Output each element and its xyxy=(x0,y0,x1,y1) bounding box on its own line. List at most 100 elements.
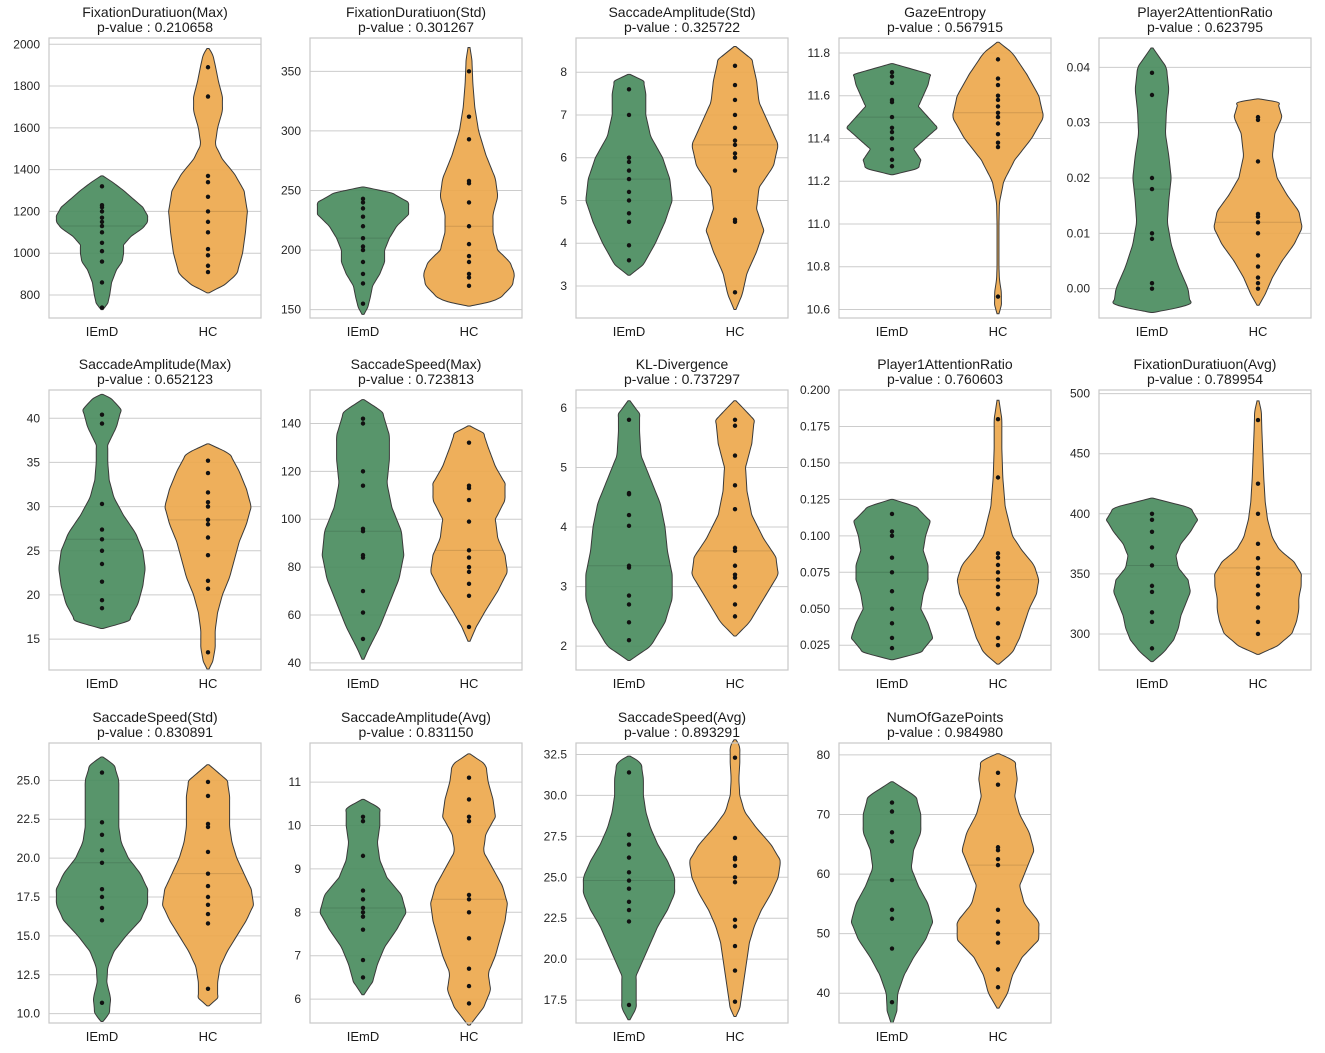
data-point xyxy=(1255,592,1261,597)
data-point xyxy=(360,975,366,980)
data-point xyxy=(732,943,738,949)
data-point xyxy=(995,121,1001,126)
violin-iemd xyxy=(850,781,934,1024)
data-point xyxy=(995,82,1001,88)
category-label: HC xyxy=(989,324,1008,339)
category-label: HC xyxy=(460,676,479,691)
data-point xyxy=(732,572,738,577)
data-point xyxy=(995,770,1001,775)
y-tick-label: 4 xyxy=(560,236,567,250)
data-point xyxy=(360,914,366,919)
data-point xyxy=(360,888,366,893)
data-point xyxy=(1149,286,1155,291)
panel-title: Player2AttentionRatio xyxy=(1137,4,1273,20)
y-tick-label: 70 xyxy=(817,807,831,821)
category-label: IEmD xyxy=(1136,324,1169,339)
data-point xyxy=(99,905,105,911)
data-point xyxy=(732,584,738,589)
data-point xyxy=(466,814,472,819)
panel-9: FixationDuratiuon(Avg)p-value : 0.789954… xyxy=(1070,356,1312,691)
violin-hc xyxy=(430,425,508,642)
data-point xyxy=(466,936,472,941)
y-tick-label: 35 xyxy=(27,455,41,469)
y-tick-label: 15.0 xyxy=(17,929,41,943)
data-point xyxy=(732,614,738,619)
category-label: IEmD xyxy=(876,324,909,339)
y-tick-label: 1200 xyxy=(13,204,40,218)
data-point xyxy=(99,860,105,865)
data-point xyxy=(889,69,895,75)
data-point xyxy=(995,584,1001,590)
y-tick-label: 11.4 xyxy=(808,131,831,145)
data-point xyxy=(732,151,738,156)
panel-title: SaccadeSpeed(Max) xyxy=(351,356,482,372)
p-value-prefix: p-value : xyxy=(624,724,682,740)
p-value-number: 0.325722 xyxy=(682,19,741,35)
data-point xyxy=(360,196,366,202)
data-point xyxy=(732,563,738,568)
panel-title: Player1AttentionRatio xyxy=(877,356,1013,372)
data-point xyxy=(99,561,105,567)
data-point xyxy=(466,966,472,971)
data-point xyxy=(466,200,472,205)
plot-frame xyxy=(575,742,789,1024)
data-point xyxy=(1149,583,1155,589)
y-tick-label: 22.5 xyxy=(17,812,41,826)
data-point xyxy=(889,589,895,594)
data-point xyxy=(1255,280,1261,286)
p-value-number: 0.789954 xyxy=(1205,371,1264,387)
data-point xyxy=(205,263,211,268)
panel-2: SaccadeAmplitude(Std)p-value : 0.325722 3… xyxy=(560,4,789,339)
data-point xyxy=(732,82,738,88)
panel-p-value: p-value : 0.893291 xyxy=(624,724,740,740)
data-point xyxy=(1255,275,1261,280)
data-point xyxy=(626,159,632,165)
data-point xyxy=(99,579,105,584)
data-point xyxy=(360,526,366,532)
panel-title: SaccadeAmplitude(Avg) xyxy=(341,709,491,725)
category-label: IEmD xyxy=(613,1029,646,1044)
panel-p-value: p-value : 0.301267 xyxy=(358,19,474,35)
data-point xyxy=(995,57,1001,62)
data-point xyxy=(626,593,632,598)
data-point xyxy=(995,985,1001,990)
data-point xyxy=(889,839,895,844)
y-tick-label: 500 xyxy=(1070,387,1090,401)
panel-title: KL-Divergence xyxy=(636,356,729,372)
p-value-number: 0.623795 xyxy=(1205,19,1264,35)
data-point xyxy=(1149,236,1155,242)
y-tick-label: 3 xyxy=(560,580,567,594)
data-point xyxy=(732,125,738,130)
p-value-number: 0.760603 xyxy=(945,371,1004,387)
y-tick-label: 1800 xyxy=(13,79,40,93)
p-value-number: 0.652123 xyxy=(155,371,214,387)
data-point xyxy=(995,577,1001,582)
y-tick-label: 40 xyxy=(288,656,302,670)
y-tick-label: 20 xyxy=(27,588,41,602)
y-tick-label: 1600 xyxy=(13,121,40,135)
data-point xyxy=(995,606,1001,611)
y-tick-label: 250 xyxy=(281,184,301,198)
panel-title: NumOfGazePoints xyxy=(887,709,1004,725)
panel-1: FixationDuratiuon(Std)p-value : 0.301267… xyxy=(281,4,523,339)
data-point xyxy=(732,63,738,68)
data-point xyxy=(626,638,632,643)
violin-hc xyxy=(1213,98,1303,306)
data-point xyxy=(889,555,895,560)
data-point xyxy=(466,275,472,280)
data-point xyxy=(466,892,472,898)
plot-frame xyxy=(309,37,523,319)
data-point xyxy=(889,80,895,86)
data-point xyxy=(1149,511,1155,516)
data-point xyxy=(1149,175,1155,181)
data-point xyxy=(1149,610,1155,615)
data-point xyxy=(889,809,895,814)
violin-iemd xyxy=(850,498,934,661)
data-point xyxy=(1149,92,1155,98)
plot-frame xyxy=(575,37,789,319)
data-point xyxy=(466,483,472,488)
category-label: IEmD xyxy=(1136,676,1169,691)
data-point xyxy=(360,416,366,421)
data-point xyxy=(626,87,632,92)
category-label: HC xyxy=(460,324,479,339)
